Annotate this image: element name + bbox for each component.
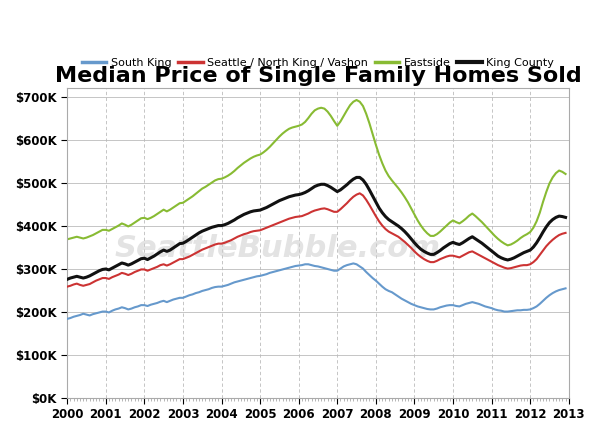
Title: Median Price of Single Family Homes Sold: Median Price of Single Family Homes Sold (55, 66, 581, 86)
Legend: South King, Seattle / North King / Vashon, Eastside, King County: South King, Seattle / North King / Vasho… (77, 53, 559, 72)
Text: SeattleBubble.com: SeattleBubble.com (115, 235, 441, 263)
